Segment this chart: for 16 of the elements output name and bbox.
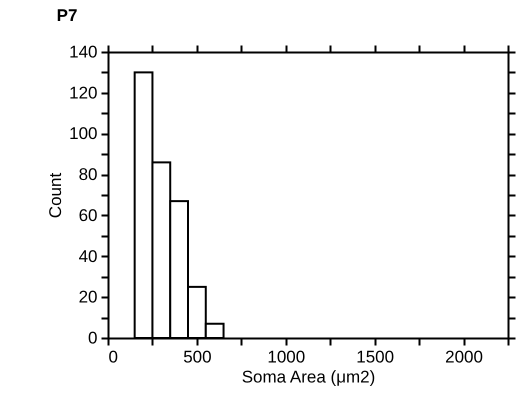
y-tick-label: 80	[78, 165, 98, 184]
y-tick-label: 120	[69, 83, 98, 102]
chart-title: P7	[56, 6, 78, 25]
x-tick-label: 1000	[267, 348, 306, 366]
y-tick-label: 100	[69, 124, 98, 144]
y-tick-label: 140	[69, 42, 98, 62]
y-axis-title: Count	[46, 172, 66, 218]
x-tick-label: 0	[108, 348, 118, 366]
x-tick-label: 500	[183, 348, 212, 366]
x-tick-label: 1500	[356, 348, 394, 366]
x-tick-label: 2000	[445, 348, 483, 366]
y-tick-label: 20	[78, 288, 98, 307]
y-tick-label: 0	[88, 328, 98, 348]
x-axis-title: Soma Area (μm2)	[242, 368, 376, 386]
y-tick-label: 60	[78, 206, 98, 225]
y-tick-label: 40	[78, 246, 98, 266]
